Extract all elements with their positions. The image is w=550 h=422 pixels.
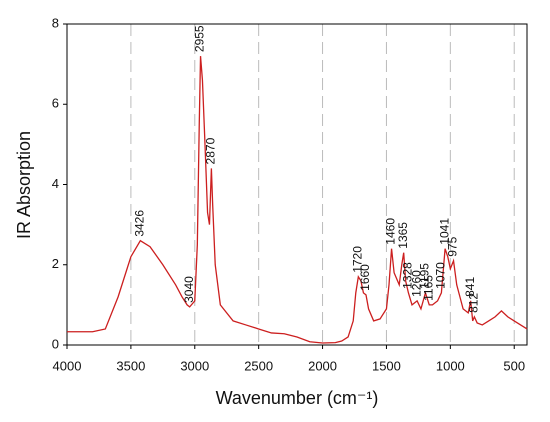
peak-label: 841: [463, 277, 477, 297]
y-tick-label: 0: [52, 336, 59, 351]
peak-label: 812: [467, 293, 481, 313]
peak-label: 1165: [421, 275, 435, 301]
peak-label: 1720: [351, 246, 365, 273]
peak-label: 1660: [358, 264, 372, 291]
peak-label: 2870: [204, 137, 218, 164]
peak-label: 1460: [384, 218, 398, 245]
x-tick-label: 500: [503, 358, 525, 373]
y-tick-label: 4: [52, 176, 59, 191]
y-tick-label: 8: [52, 15, 59, 30]
y-axis-title: IR Absorption: [14, 131, 34, 239]
peak-label: 2955: [193, 25, 207, 52]
x-axis-title: Wavenumber (cm⁻¹): [216, 388, 379, 408]
x-tick-label: 1000: [436, 358, 465, 373]
x-tick-label: 2500: [244, 358, 273, 373]
peak-label: 3040: [182, 276, 196, 303]
x-tick-label: 4000: [53, 358, 82, 373]
x-tick-label: 3000: [180, 358, 209, 373]
peak-label: 1365: [396, 222, 410, 249]
peak-label: 1195: [418, 263, 432, 289]
peak-label: 1260: [409, 270, 423, 297]
spectrum-line: [67, 56, 528, 344]
x-tick-label: 1500: [372, 358, 401, 373]
peak-label: 1041: [437, 218, 451, 245]
y-tick-label: 2: [52, 256, 59, 271]
peak-label: 1328: [401, 262, 415, 289]
peak-label: 1070: [434, 262, 448, 289]
x-tick-label: 2000: [308, 358, 337, 373]
plot-frame: [66, 23, 528, 346]
y-tick-label: 6: [52, 96, 59, 111]
peak-label: 975: [446, 236, 460, 256]
peak-label: 3426: [133, 210, 147, 237]
x-tick-label: 3500: [116, 358, 145, 373]
